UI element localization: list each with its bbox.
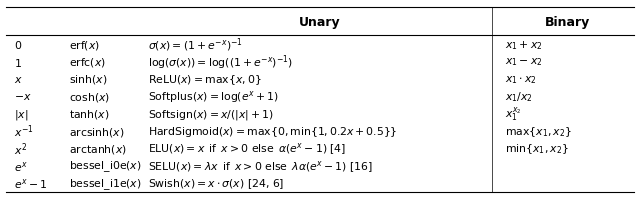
Text: $\tanh(x)$: $\tanh(x)$: [69, 108, 110, 121]
Text: $\mathrm{arctanh}(x)$: $\mathrm{arctanh}(x)$: [69, 142, 127, 155]
Text: $-x$: $-x$: [14, 92, 31, 102]
Text: Unary: Unary: [299, 16, 341, 29]
Text: $|x|$: $|x|$: [14, 107, 28, 121]
Text: $\mathrm{erf}(x)$: $\mathrm{erf}(x)$: [69, 38, 100, 51]
Text: $\min\{x_1,x_2\}$: $\min\{x_1,x_2\}$: [505, 142, 569, 156]
Text: $0$: $0$: [14, 39, 22, 51]
Text: $\mathrm{Softplus}(x) = \log(e^x+1)$: $\mathrm{Softplus}(x) = \log(e^x+1)$: [148, 89, 278, 105]
Text: $\mathrm{ELU}(x) = x\,$ if $\,x>0$ else $\,\alpha(e^x-1)$ [4]: $\mathrm{ELU}(x) = x\,$ if $\,x>0$ else …: [148, 141, 346, 157]
Text: $\mathrm{ReLU}(x) = \max\{x,0\}$: $\mathrm{ReLU}(x) = \max\{x,0\}$: [148, 73, 261, 86]
Text: $\mathrm{bessel\_i0e}(x)$: $\mathrm{bessel\_i0e}(x)$: [69, 159, 142, 174]
Text: $x^{-1}$: $x^{-1}$: [14, 123, 33, 140]
Text: $x_1-x_2$: $x_1-x_2$: [505, 56, 543, 68]
Text: $x_1^{x_2}$: $x_1^{x_2}$: [505, 105, 522, 123]
Text: $\mathrm{Softsign}(x) = x/(|x|+1)$: $\mathrm{Softsign}(x) = x/(|x|+1)$: [148, 107, 273, 121]
Text: $\mathrm{arcsinh}(x)$: $\mathrm{arcsinh}(x)$: [69, 125, 125, 138]
Text: $x^2$: $x^2$: [14, 141, 27, 157]
Text: $x_1+x_2$: $x_1+x_2$: [505, 39, 543, 51]
Text: $x_1 \cdot x_2$: $x_1 \cdot x_2$: [505, 74, 537, 85]
Text: $x$: $x$: [14, 75, 23, 85]
Text: $\mathrm{Swish}(x) = x\cdot\sigma(x)$ [24, 6]: $\mathrm{Swish}(x) = x\cdot\sigma(x)$ [2…: [148, 177, 284, 190]
Text: $1$: $1$: [14, 56, 22, 68]
Text: $\sinh(x)$: $\sinh(x)$: [69, 73, 108, 86]
Text: $\log(\sigma(x)) = \log((1+e^{-x})^{-1})$: $\log(\sigma(x)) = \log((1+e^{-x})^{-1})…: [148, 53, 292, 72]
Text: $\mathrm{SELU}(x) = \lambda x\,$ if $\,x>0$ else $\,\lambda\alpha(e^x-1)$ [16]: $\mathrm{SELU}(x) = \lambda x\,$ if $\,x…: [148, 158, 372, 174]
Text: $\mathrm{HardSigmoid}(x) = \max\{0,\min\{1,0.2x+0.5\}\}$: $\mathrm{HardSigmoid}(x) = \max\{0,\min\…: [148, 125, 397, 138]
Text: $\sigma(x) = (1+e^{-x})^{-1}$: $\sigma(x) = (1+e^{-x})^{-1}$: [148, 36, 243, 54]
Text: $\mathrm{erfc}(x)$: $\mathrm{erfc}(x)$: [69, 56, 106, 69]
Text: Binary: Binary: [545, 16, 590, 29]
Text: $\max\{x_1,x_2\}$: $\max\{x_1,x_2\}$: [505, 125, 572, 138]
Text: $\mathrm{bessel\_i1e}(x)$: $\mathrm{bessel\_i1e}(x)$: [69, 176, 142, 191]
Text: $\cosh(x)$: $\cosh(x)$: [69, 90, 110, 103]
Text: $e^x$: $e^x$: [14, 159, 28, 173]
Text: $x_1/x_2$: $x_1/x_2$: [505, 90, 533, 104]
Text: $e^x-1$: $e^x-1$: [14, 176, 47, 190]
